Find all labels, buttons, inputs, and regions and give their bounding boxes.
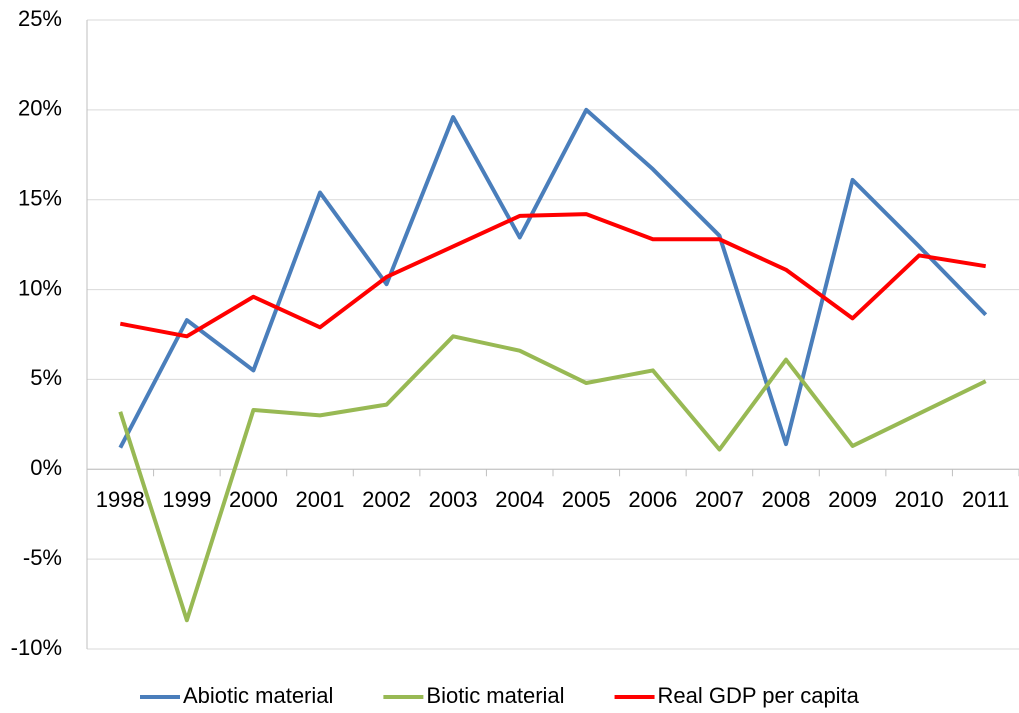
y-tick-label: 25%: [18, 6, 62, 31]
y-tick-label: -5%: [23, 545, 62, 570]
x-tick-label: 2001: [296, 487, 345, 512]
x-tick-label: 2005: [562, 487, 611, 512]
x-tick-label: 2003: [429, 487, 478, 512]
x-tick-label: 2004: [495, 487, 544, 512]
x-tick-label: 1999: [162, 487, 211, 512]
x-tick-label: 2009: [828, 487, 877, 512]
x-tick-label: 2008: [762, 487, 811, 512]
y-tick-label: 0%: [30, 455, 62, 480]
y-tick-label: 10%: [18, 275, 62, 300]
x-tick-label: 2011: [962, 487, 1009, 512]
y-tick-label: 5%: [30, 365, 62, 390]
x-tick-label: 1998: [96, 487, 145, 512]
legend-label: Real GDP per capita: [658, 683, 860, 708]
y-tick-label: -10%: [11, 635, 62, 660]
x-tick-label: 2000: [229, 487, 278, 512]
x-tick-label: 2002: [362, 487, 411, 512]
x-tick-label: 2010: [895, 487, 944, 512]
series-line: [118, 334, 987, 623]
series-line: [118, 107, 988, 449]
x-tick-label: 2006: [628, 487, 677, 512]
y-tick-label: 15%: [18, 186, 62, 211]
y-tick-label: 20%: [18, 96, 62, 121]
x-tick-label: 2007: [695, 487, 744, 512]
legend-label: Biotic material: [426, 683, 564, 708]
legend-label: Abiotic material: [183, 683, 333, 708]
series-line: [119, 212, 987, 339]
